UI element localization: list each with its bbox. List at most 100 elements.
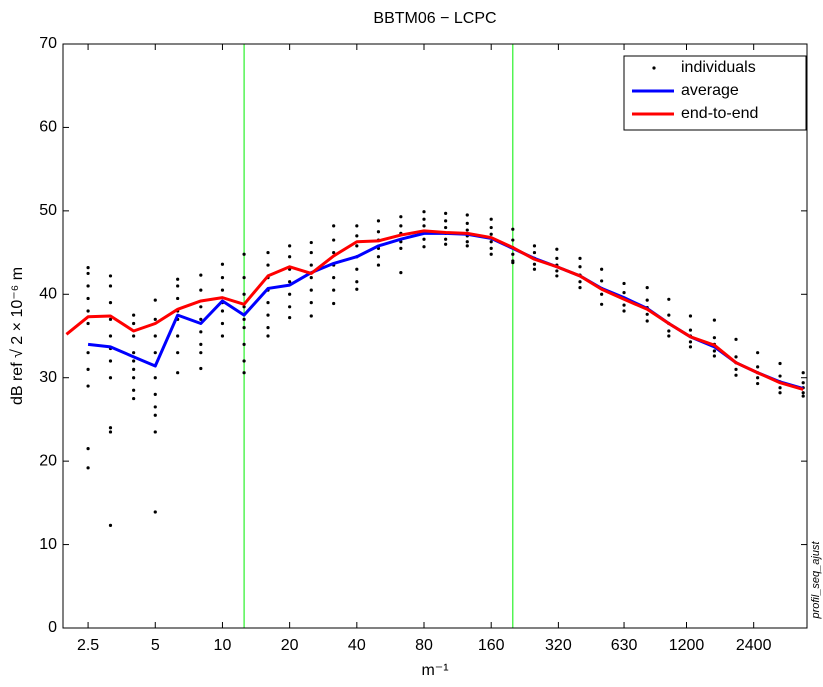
individual-point (622, 291, 626, 295)
individual-point (242, 292, 246, 296)
individual-point (153, 351, 157, 355)
legend-label: average (681, 82, 739, 99)
individual-point (645, 298, 649, 302)
individual-point (376, 219, 381, 223)
individual-point (778, 374, 782, 378)
individual-point (444, 237, 448, 241)
plot-area (63, 44, 807, 628)
individual-point (288, 244, 292, 248)
individual-point (489, 252, 493, 256)
individual-point (309, 314, 313, 318)
individual-point (86, 466, 90, 470)
individual-point (288, 305, 292, 309)
individual-point (465, 240, 469, 244)
x-tick-label: 40 (348, 637, 366, 654)
individual-point (86, 284, 90, 288)
individual-point (600, 302, 604, 306)
individual-point (242, 252, 246, 256)
individual-point (266, 313, 270, 317)
individual-point (199, 273, 203, 277)
individual-point (332, 276, 336, 280)
individual-point (242, 276, 246, 280)
individual-point (756, 365, 760, 369)
individual-point (355, 287, 359, 291)
individual-point (465, 213, 469, 217)
individual-point (108, 523, 113, 527)
individual-point (309, 288, 313, 292)
individual-point (153, 298, 157, 302)
individual-point (108, 301, 113, 305)
individual-point (108, 317, 113, 321)
individual-point (532, 244, 537, 248)
individual-point (355, 234, 359, 238)
individual-point (688, 328, 693, 332)
individual-point (220, 288, 225, 292)
individual-point (108, 430, 113, 434)
y-tick-label: 60 (39, 119, 57, 136)
individual-point (622, 303, 626, 307)
individual-point (422, 237, 426, 241)
individual-point (734, 337, 738, 341)
individual-point (511, 238, 515, 242)
individual-point (86, 296, 90, 301)
individual-point (199, 317, 203, 321)
legend-label: end-to-end (681, 105, 758, 122)
individual-point (220, 262, 225, 266)
individual-point (108, 274, 113, 278)
individual-point (176, 351, 180, 355)
individual-point (176, 371, 180, 375)
individual-point (108, 334, 113, 338)
individual-point (600, 267, 604, 271)
individual-point (108, 376, 113, 380)
individual-point (153, 405, 157, 409)
individual-point (332, 238, 336, 242)
individual-point (176, 277, 180, 281)
individual-point (242, 359, 246, 363)
individual-point (712, 349, 716, 353)
individual-point (555, 274, 559, 278)
individual-point (532, 267, 537, 271)
individual-point (688, 340, 693, 344)
individual-point (756, 381, 760, 386)
x-tick-label: 10 (214, 637, 232, 654)
individual-point (622, 309, 626, 313)
individual-point (132, 376, 136, 380)
individual-point (778, 391, 782, 395)
legend-marker (652, 66, 656, 70)
individual-point (108, 284, 113, 288)
individual-point (422, 245, 426, 249)
individual-point (199, 351, 203, 355)
individual-point (688, 314, 693, 318)
individual-point (309, 276, 313, 280)
individual-point (645, 312, 649, 316)
y-tick-label: 10 (39, 536, 57, 553)
individual-point (86, 309, 90, 313)
y-axis-label: dB ref √ 2 × 10⁻⁶ m (9, 267, 26, 405)
individual-point (489, 232, 493, 236)
individual-point (355, 224, 359, 228)
individual-point (288, 255, 292, 259)
individual-point (288, 316, 292, 320)
individual-point (86, 384, 90, 388)
individual-point (199, 288, 203, 292)
individual-point (266, 263, 270, 267)
individual-point (376, 230, 381, 234)
individual-point (108, 359, 113, 363)
individual-point (132, 396, 136, 401)
individual-point (489, 225, 493, 230)
individual-point (399, 270, 403, 275)
individual-point (288, 292, 292, 296)
individual-point (667, 334, 671, 338)
individual-point (355, 244, 359, 248)
individual-point (86, 447, 90, 451)
x-tick-label: 5 (151, 637, 160, 654)
individual-point (422, 224, 426, 228)
individual-point (132, 388, 136, 392)
individual-point (176, 334, 180, 338)
individual-point (220, 276, 225, 280)
individual-point (444, 225, 448, 230)
y-tick-label: 70 (39, 35, 57, 52)
individual-point (199, 330, 203, 334)
individual-point (176, 296, 180, 301)
individual-point (153, 317, 157, 321)
